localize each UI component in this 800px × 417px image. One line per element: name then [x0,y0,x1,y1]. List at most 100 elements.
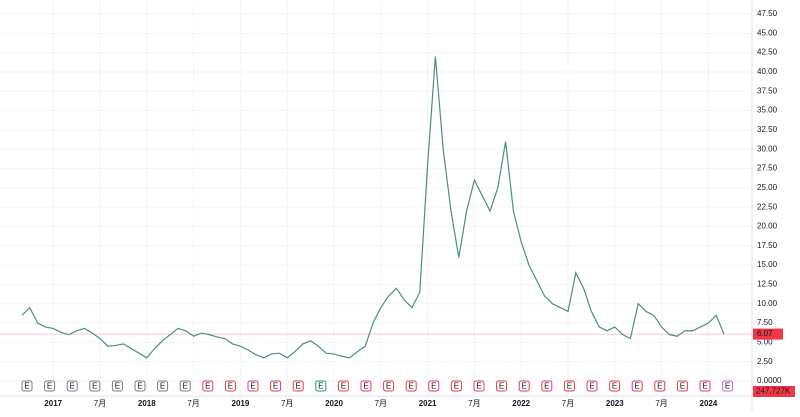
y-tick-label: 20.00 [757,222,778,231]
earnings-marker [518,380,530,392]
earnings-label: E [544,382,549,391]
y-tick-label: 10.00 [757,299,778,308]
earnings-label: E [160,382,165,391]
y-tick-label: 42.50 [757,48,778,57]
earnings-marker [360,380,372,392]
earnings-label: E [386,382,391,391]
x-tick-label: 2022 [512,399,530,408]
x-tick-label: 7月 [375,399,387,408]
earnings-label: E [499,382,504,391]
earnings-marker [383,380,395,392]
earnings-marker [428,380,440,392]
earnings-marker [699,380,711,392]
x-tick-label: 7月 [187,399,199,408]
earnings-marker [586,380,598,392]
volume-tag [753,386,795,397]
x-tick-label: 2024 [700,399,718,408]
earnings-marker [224,380,236,392]
earnings-label: E [454,382,459,391]
y-tick-label: 5.00 [757,337,773,346]
y-tick-label: 15.00 [757,260,778,269]
x-tick-label: 7月 [655,399,667,408]
earnings-label: E [431,382,436,391]
earnings-label: E [725,382,730,391]
x-tick-label: 2018 [138,399,156,408]
earnings-label: E [567,382,572,391]
earnings-marker [292,380,304,392]
last-price-tag [753,328,783,340]
earnings-marker [541,380,553,392]
y-tick-label: 25.00 [757,183,778,192]
y-tick-label: 7.50 [757,318,773,327]
y-tick-label: 30.00 [757,144,778,153]
earnings-marker [405,380,417,392]
earnings-marker [473,380,485,392]
earnings-marker [496,380,508,392]
earnings-label: E [115,382,120,391]
earnings-label: E [250,382,255,391]
earnings-label: E [205,382,210,391]
earnings-marker [609,380,621,392]
x-tick-label: 2017 [44,399,62,408]
earnings-label: E [476,382,481,391]
earnings-label: E [363,382,368,391]
earnings-marker [631,380,643,392]
earnings-label: E [589,382,594,391]
y-tick-label: 35.00 [757,106,778,115]
earnings-marker [202,380,214,392]
earnings-marker [450,380,462,392]
y-tick-label: 0.0000 [757,376,782,385]
earnings-marker [722,380,734,392]
earnings-marker [111,380,123,392]
earnings-label: E [137,382,142,391]
x-tick-label: 2020 [325,399,343,408]
earnings-label: E [657,382,662,391]
earnings-marker [676,380,688,392]
y-tick-label: 12.50 [757,280,778,289]
earnings-label: E [273,382,278,391]
y-tick-label: 27.50 [757,164,778,173]
earnings-marker [270,380,282,392]
earnings-label: E [228,382,233,391]
earnings-marker [654,380,666,392]
earnings-label: E [680,382,685,391]
earnings-label: E [409,382,414,391]
earnings-label: E [70,382,75,391]
earnings-marker [21,380,33,392]
x-tick-label: 2021 [419,399,437,408]
earnings-label: E [522,382,527,391]
earnings-marker [157,380,169,392]
x-tick-label: 7月 [468,399,480,408]
volume-label: 247.727K [756,387,791,396]
earnings-label: E [296,382,301,391]
earnings-marker [315,380,327,392]
x-tick-label: 7月 [281,399,293,408]
earnings-marker [337,380,349,392]
y-tick-label: 37.50 [757,86,778,95]
last-price-label: 6.07 [757,329,773,338]
earnings-label: E [341,382,346,391]
earnings-label: E [318,382,323,391]
earnings-label: E [702,382,707,391]
earnings-label: E [92,382,97,391]
earnings-marker [134,380,146,392]
earnings-marker [563,380,575,392]
earnings-marker [89,380,101,392]
earnings-marker [44,380,56,392]
earnings-label: E [635,382,640,391]
x-tick-label: 7月 [562,399,574,408]
y-tick-label: 32.50 [757,125,778,134]
y-tick-label: 2.50 [757,357,773,366]
earnings-label: E [183,382,188,391]
earnings-label: E [612,382,617,391]
y-tick-label: 17.50 [757,241,778,250]
earnings-label: E [24,382,29,391]
y-tick-label: 47.50 [757,9,778,18]
x-tick-label: 7月 [94,399,106,408]
price-line [21,56,725,359]
earnings-marker [247,380,259,392]
earnings-marker [179,380,191,392]
y-tick-label: 45.00 [757,28,778,37]
y-tick-label: 40.00 [757,67,778,76]
